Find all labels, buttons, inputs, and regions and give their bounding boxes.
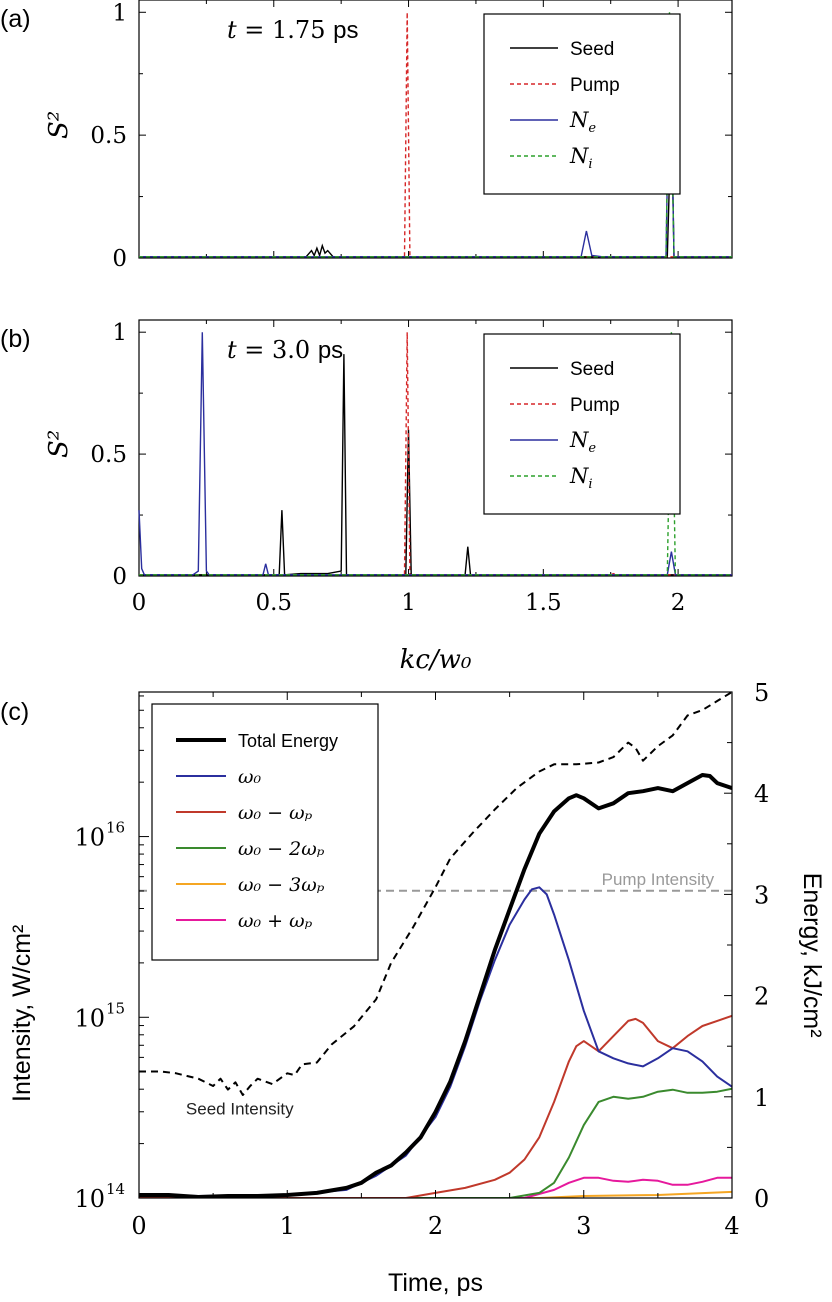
- legend: Seed Pump Ne Ni: [483, 13, 681, 195]
- panel-label: (c): [0, 698, 29, 726]
- plot-frame: [138, 0, 733, 259]
- legend-label: ω₀ − 2ωₚ: [238, 838, 325, 860]
- legend-label: Seed: [570, 359, 614, 380]
- time-annotation: t = 3.0 ps: [227, 336, 343, 364]
- y2-tick-label: 1: [754, 1084, 769, 1112]
- legend-box: [483, 333, 681, 515]
- y2-axis-label: Energy, kJ/cm²: [798, 873, 826, 1038]
- y2-tick-label: 0: [754, 1185, 769, 1213]
- panel-label: (a): [0, 5, 31, 33]
- y2-tick-label: 4: [754, 780, 769, 808]
- legend-label: Ni: [569, 144, 593, 172]
- y-axis-label: S²: [44, 111, 74, 139]
- y-axis-label: S²: [44, 430, 74, 458]
- series-line: [139, 1176, 732, 1198]
- x-tick-label: 4: [724, 1212, 739, 1240]
- series-group: [139, 692, 732, 1198]
- time-annotation: t = 1.75 ps: [227, 16, 358, 44]
- y-tick-label: 1: [112, 320, 127, 346]
- y2-tick-label: 5: [754, 679, 769, 707]
- x-tick-label: 1: [401, 590, 416, 616]
- x-tick-label: 0: [131, 1212, 146, 1240]
- x-tick-label: 2: [428, 1212, 443, 1240]
- y2-tick-label: 2: [754, 983, 769, 1011]
- x-tick-label: 3: [576, 1212, 591, 1240]
- x-tick-label: 0: [132, 590, 147, 616]
- series-line: [139, 773, 732, 1198]
- y-tick-exponent: 15: [106, 999, 125, 1017]
- y-tick-exponent: 16: [106, 819, 125, 837]
- legend-box: [483, 13, 681, 195]
- x-tick-label: 1.5: [525, 590, 562, 616]
- series-line-n-i: [139, 12, 732, 258]
- legend: Seed Pump Ne Ni: [483, 333, 681, 515]
- legend-label: Pump: [570, 395, 620, 416]
- y-tick-label: 0: [112, 246, 127, 272]
- pump-intensity-label: Pump Intensity: [602, 870, 715, 889]
- panel-a: 0 0.5 1 (a) S² t = 1.75 ps Seed Pump Ne Ni: [0, 0, 733, 272]
- plot-frame: [138, 319, 733, 577]
- legend-label: Ne: [569, 428, 596, 456]
- series-line-seed: [139, 354, 732, 576]
- y-tick-label: 0: [112, 564, 127, 590]
- series-line: [139, 1087, 732, 1198]
- series-line: [139, 692, 732, 1096]
- y-axis-label: Intensity, W/cm²: [8, 925, 36, 1102]
- panel-b: 0 0.5 1 0 0.5 1 1.5 2 (b) S² t = 3.0 ps Seed Pump Ne N…: [0, 319, 733, 675]
- x-axis-label: kc/w₀: [400, 645, 472, 675]
- y-tick-label: 10: [74, 824, 105, 852]
- y-tick-label: 1: [112, 0, 127, 26]
- x-axis-label: Time, ps: [388, 1269, 483, 1297]
- y-tick-exponent: 14: [106, 1180, 125, 1198]
- series-line-n-i: [139, 332, 732, 576]
- panel-label: (b): [0, 325, 31, 353]
- y-tick-label: 10: [74, 1004, 105, 1032]
- x-tick-label: 0.5: [255, 590, 292, 616]
- legend-box: [151, 703, 379, 961]
- x-tick-label: 2: [671, 590, 686, 616]
- legend-label: Total Energy: [238, 731, 338, 751]
- y-tick-label: 0.5: [90, 442, 127, 468]
- legend-label: Ne: [569, 108, 596, 136]
- x-tick-label: 1: [280, 1212, 295, 1240]
- legend: Total Energy ω₀ ω₀ − ωₚ ω₀ − 2ωₚ ω₀ − 3ωₚ ω₀ …: [151, 703, 379, 961]
- legend-label: Pump: [570, 75, 620, 96]
- legend-label: ω₀ + ωₚ: [238, 910, 313, 932]
- series-line: [139, 1014, 732, 1198]
- seed-intensity-label: Seed Intensity: [186, 1100, 294, 1119]
- y-tick-label: 10: [74, 1185, 105, 1213]
- legend-label: Ni: [569, 464, 593, 492]
- legend-label: ω₀ − 3ωₚ: [238, 874, 325, 896]
- y2-tick-label: 3: [754, 881, 769, 909]
- legend-label: Seed: [570, 39, 614, 60]
- y-tick-label: 0.5: [90, 123, 127, 149]
- legend-label: ω₀ − ωₚ: [238, 802, 313, 824]
- legend-label: ω₀: [238, 766, 261, 788]
